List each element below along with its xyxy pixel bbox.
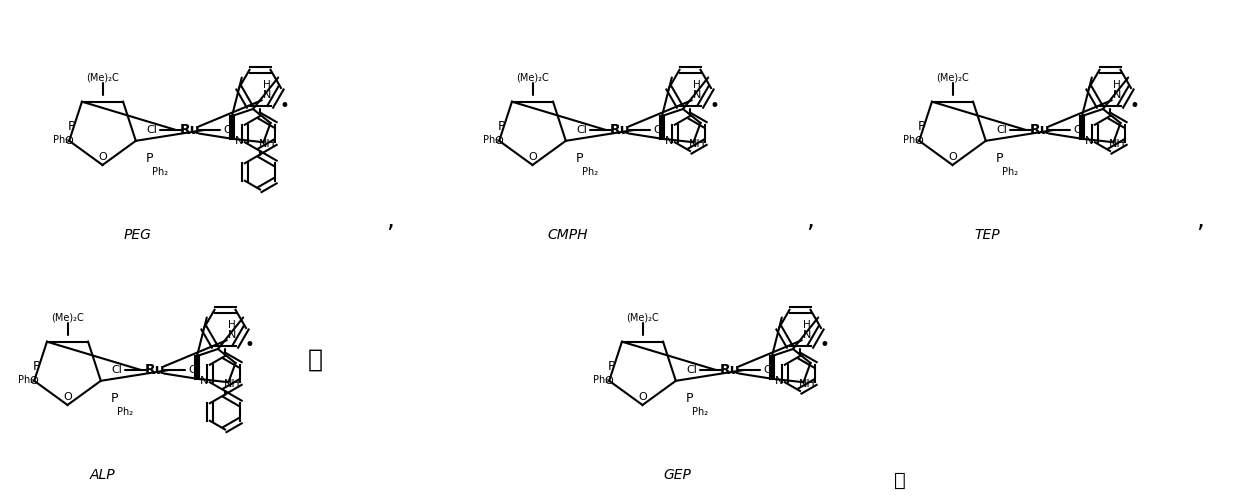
Text: P: P (576, 152, 584, 165)
Text: P: P (68, 120, 76, 133)
Text: Ph₂: Ph₂ (53, 135, 69, 145)
Text: P: P (498, 120, 506, 133)
Text: O: O (98, 152, 107, 162)
Text: (Me)₂C: (Me)₂C (87, 72, 119, 82)
Text: N: N (1113, 90, 1121, 100)
Text: TEP: TEP (975, 228, 1000, 242)
Text: N: N (228, 330, 237, 340)
Text: P: P (32, 360, 40, 373)
Text: O: O (63, 392, 72, 402)
Text: N: N (693, 90, 701, 100)
Text: P: P (996, 152, 1004, 165)
Text: ALP: ALP (89, 468, 115, 482)
Text: N: N (1085, 135, 1093, 145)
Text: Ru: Ru (610, 123, 631, 137)
Text: Ru: Ru (180, 123, 201, 137)
Text: •: • (280, 97, 290, 115)
Text: NH: NH (689, 139, 705, 149)
Text: Cl: Cl (763, 365, 774, 375)
Text: O: O (914, 136, 923, 146)
Text: N: N (665, 135, 673, 145)
Text: Ph₂: Ph₂ (593, 375, 610, 385)
Text: Cl: Cl (146, 125, 157, 135)
Text: H: H (693, 79, 701, 90)
Text: Ph₂: Ph₂ (582, 167, 598, 178)
Text: (Me)₂C: (Me)₂C (517, 72, 549, 82)
Text: Cl: Cl (576, 125, 587, 135)
Text: •: • (819, 337, 829, 355)
Text: NH: NH (223, 379, 240, 389)
Text: N: N (199, 376, 208, 385)
Text: H: H (228, 319, 235, 329)
Text: ,: , (1196, 208, 1204, 232)
Text: (Me)₂C: (Me)₂C (937, 72, 969, 82)
Text: Ph₂: Ph₂ (1002, 167, 1018, 178)
Text: P: P (146, 152, 154, 165)
Text: (Me)₂C: (Me)₂C (626, 312, 659, 322)
Text: ,: , (807, 208, 814, 232)
Text: Cl: Cl (686, 365, 696, 375)
Text: 或: 或 (307, 348, 322, 372)
Text: Ph₂: Ph₂ (903, 135, 919, 145)
Text: Cl: Cl (653, 125, 664, 135)
Text: Ph₂: Ph₂ (118, 407, 134, 417)
Text: Ph₂: Ph₂ (152, 167, 169, 178)
Text: Ph₂: Ph₂ (483, 135, 499, 145)
Text: ,: , (387, 208, 394, 232)
Text: NH: NH (799, 379, 815, 389)
Text: O: O (605, 376, 613, 386)
Text: O: O (528, 152, 536, 162)
Text: GEP: GEP (664, 468, 691, 482)
Text: NH: NH (1109, 139, 1125, 149)
Text: (Me)₂C: (Me)₂C (51, 312, 84, 322)
Text: N: N (803, 330, 812, 340)
Text: Ph₂: Ph₂ (17, 375, 33, 385)
Text: Ru: Ru (720, 363, 741, 377)
Text: P: P (918, 120, 926, 133)
Text: H: H (263, 79, 271, 90)
Text: H: H (1113, 79, 1121, 90)
Text: P: P (112, 392, 119, 405)
Text: Ph₂: Ph₂ (693, 407, 709, 417)
Text: O: O (948, 152, 957, 162)
Text: O: O (638, 392, 647, 402)
Text: N: N (263, 90, 271, 100)
Text: •: • (244, 337, 254, 355)
Text: •: • (710, 97, 720, 115)
Text: Ru: Ru (1030, 123, 1051, 137)
Text: Cl: Cl (996, 125, 1007, 135)
Text: Cl: Cl (188, 365, 199, 375)
Text: Cl: Cl (1073, 125, 1084, 135)
Text: N: N (235, 135, 243, 145)
Text: H: H (803, 319, 810, 329)
Text: PEG: PEG (124, 228, 151, 242)
Text: CMPH: CMPH (548, 228, 587, 242)
Text: Cl: Cl (112, 365, 121, 375)
Text: O: O (494, 136, 503, 146)
Text: O: O (30, 376, 38, 386)
Text: P: P (607, 360, 616, 373)
Text: Ru: Ru (145, 363, 165, 377)
Text: O: O (64, 136, 73, 146)
Text: Cl: Cl (223, 125, 234, 135)
Text: •: • (1130, 97, 1140, 115)
Text: N: N (774, 376, 783, 385)
Text: P: P (686, 392, 694, 405)
Text: NH: NH (259, 139, 275, 149)
Text: 。: 。 (895, 470, 906, 489)
